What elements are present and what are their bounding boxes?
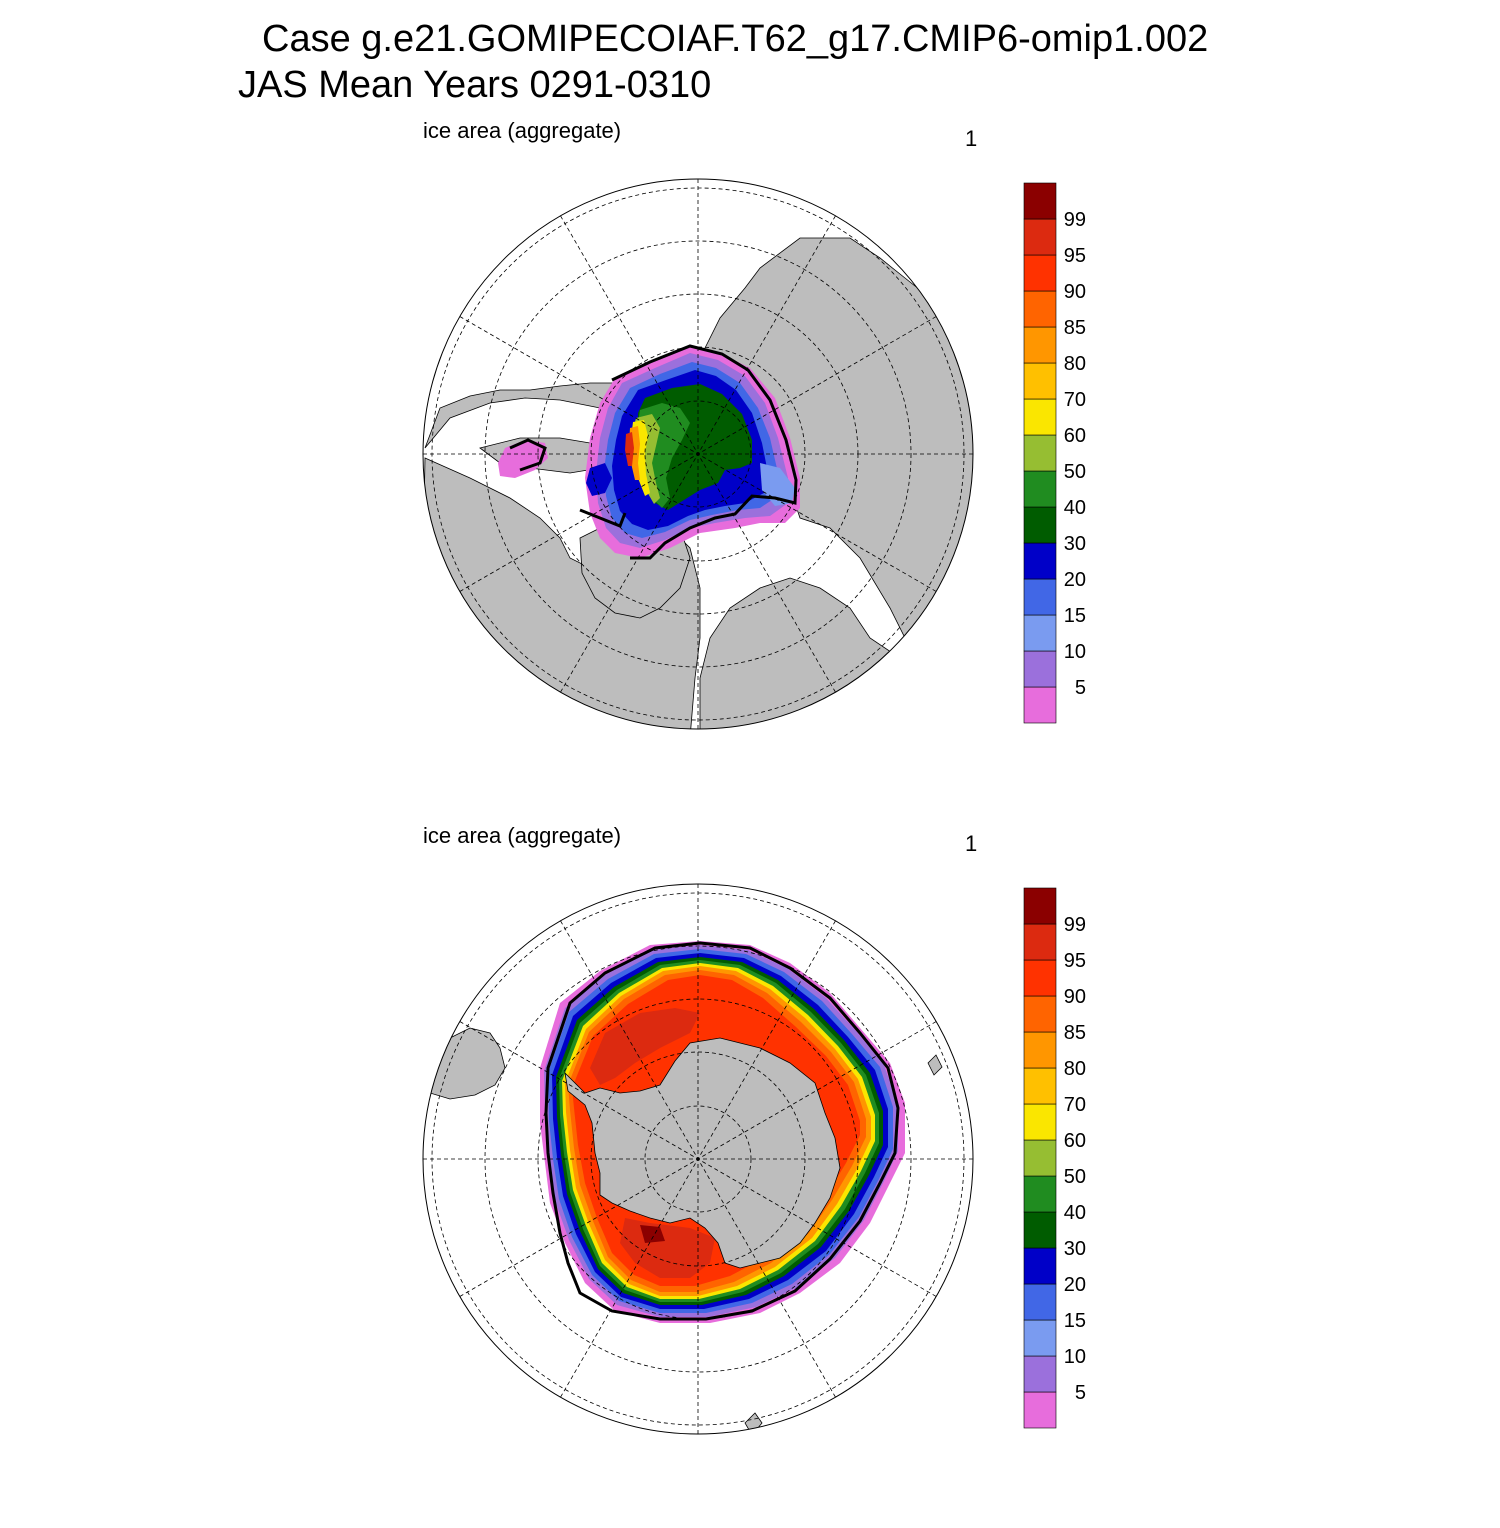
lat-circle-50 — [484, 240, 912, 668]
colorbar-tick-label: 50 — [1064, 461, 1086, 483]
colorbar-swatch — [1023, 1031, 1057, 1069]
colorbar-swatch — [1023, 470, 1057, 508]
colorbar-tick-label: 10 — [1064, 641, 1086, 663]
colorbar-swatch — [1023, 1103, 1057, 1141]
colorbar-swatch — [1023, 887, 1057, 925]
colorbar-tick-label: 50 — [1064, 1166, 1086, 1188]
colorbar-tick-label: 70 — [1064, 389, 1086, 411]
colorbar-swatch — [1023, 578, 1057, 616]
arctic-colorbar: 5 10 15 20 30 40 50 60 70 80 85 90 95 99 — [1023, 182, 1086, 724]
colorbar-swatch — [1023, 326, 1057, 364]
colorbar-tick-label: 20 — [1064, 569, 1086, 591]
antarctic-map-svg: 5 10 15 20 30 40 50 60 70 80 85 90 95 99 — [422, 883, 1086, 1435]
colorbar-swatch — [1023, 686, 1057, 724]
colorbar-swatch — [1023, 434, 1057, 472]
colorbar-swatch — [1023, 1139, 1057, 1177]
colorbar-swatch — [1023, 362, 1057, 400]
arctic-graticule — [423, 179, 973, 729]
colorbar-tick-label: 20 — [1064, 1274, 1086, 1296]
colorbar-swatch — [1023, 1355, 1057, 1393]
lat-circle-80 — [644, 1105, 752, 1213]
colorbar-tick-label: 90 — [1064, 986, 1086, 1008]
antarctic-colorbar: 5 10 15 20 30 40 50 60 70 80 85 90 95 99 — [1023, 887, 1086, 1429]
colorbar-tick-label: 85 — [1064, 317, 1086, 339]
colorbar-tick-label: 5 — [1075, 677, 1086, 699]
arctic-obs-ice-edge — [509, 344, 798, 560]
figure-title-case: Case g.e21.GOMIPECOIAF.T62_g17.CMIP6-omi… — [262, 18, 1209, 60]
colorbar-swatch — [1023, 1175, 1057, 1213]
obs-edge-line — [544, 941, 900, 1321]
lat-circle-80 — [644, 400, 752, 508]
colorbar-swatch — [1023, 506, 1057, 544]
colorbar-swatch — [1023, 1067, 1057, 1105]
land-africa-tip — [927, 1054, 943, 1076]
meridian-150 — [560, 215, 836, 693]
colorbar-tick-label: 90 — [1064, 281, 1086, 303]
units-label: 1 — [965, 831, 978, 856]
colorbar-swatch — [1023, 1247, 1057, 1285]
colorbar-tick-label: 80 — [1064, 1058, 1086, 1080]
colorbar-swatch — [1023, 1211, 1057, 1249]
colorbar-tick-label: 10 — [1064, 1346, 1086, 1368]
antarctic-map-border — [422, 883, 974, 1435]
ice-hudson-patch — [498, 440, 548, 478]
colorbar-tick-label: 95 — [1064, 950, 1086, 972]
colorbar-swatch — [1023, 959, 1057, 997]
figure-title-period: JAS Mean Years 0291-0310 — [238, 64, 712, 106]
colorbar-swatch — [1023, 290, 1057, 328]
colorbar-tick-label: 30 — [1064, 1238, 1086, 1260]
colorbar-swatch — [1023, 182, 1057, 220]
colorbar-tick-label: 99 — [1064, 914, 1086, 936]
colorbar-swatch — [1023, 614, 1057, 652]
colorbar-tick-label: 60 — [1064, 425, 1086, 447]
ice-band-99-weddell — [590, 1008, 700, 1085]
colorbar-swatch — [1023, 923, 1057, 961]
colorbar-tick-label: 30 — [1064, 533, 1086, 555]
antarctic-sea-ice — [540, 941, 905, 1323]
obs-edge-line-main — [611, 344, 798, 560]
ice-edge-lobe — [760, 463, 795, 506]
colorbar-tick-label: 5 — [1075, 1382, 1086, 1404]
colorbar-swatch — [1023, 1283, 1057, 1321]
ice-band-95 — [625, 432, 634, 466]
arctic-map-border — [422, 178, 974, 730]
colorbar-swatch — [1023, 542, 1057, 580]
colorbar-tick-label: 40 — [1064, 497, 1086, 519]
obs-edge-line-hudson — [509, 438, 547, 472]
obs-edge-line-labrador — [579, 508, 627, 528]
colorbar-swatch — [1023, 1391, 1057, 1429]
land-europe — [699, 577, 973, 729]
colorbar-swatch — [1023, 398, 1057, 436]
arctic-sea-ice — [498, 346, 800, 558]
ice-band-max-ross — [640, 1225, 665, 1243]
colorbar-tick-label: 15 — [1064, 1310, 1086, 1332]
colorbar-swatch — [1023, 995, 1057, 1033]
colorbar-swatch — [1023, 254, 1057, 292]
colorbar-tick-label: 15 — [1064, 605, 1086, 627]
arctic-map-svg: 5 10 15 20 30 40 50 60 70 80 85 90 95 99 — [422, 178, 1086, 730]
units-label: 1 — [965, 126, 978, 151]
antarctic-graticule — [423, 884, 973, 1434]
land-antarctica — [564, 1037, 841, 1269]
colorbar-tick-label: 95 — [1064, 245, 1086, 267]
lat-circle-50 — [484, 945, 912, 1373]
colorbar-tick-label: 60 — [1064, 1130, 1086, 1152]
variable-label: ice area (aggregate) — [423, 118, 622, 143]
colorbar-swatch — [1023, 650, 1057, 688]
antarctic-obs-ice-edge — [544, 941, 900, 1321]
meridian-150 — [560, 920, 836, 1398]
colorbar-swatch — [1023, 1319, 1057, 1357]
antarctic-panel: ice area (aggregate) 1 — [0, 823, 1500, 1528]
colorbar-tick-label: 99 — [1064, 209, 1086, 231]
variable-label: ice area (aggregate) — [423, 823, 622, 848]
colorbar-swatch — [1023, 218, 1057, 256]
colorbar-tick-label: 80 — [1064, 353, 1086, 375]
colorbar-tick-label: 40 — [1064, 1202, 1086, 1224]
colorbar-tick-label: 70 — [1064, 1094, 1086, 1116]
arctic-panel: ice area (aggregate) 1 — [0, 118, 1500, 823]
colorbar-tick-label: 85 — [1064, 1022, 1086, 1044]
